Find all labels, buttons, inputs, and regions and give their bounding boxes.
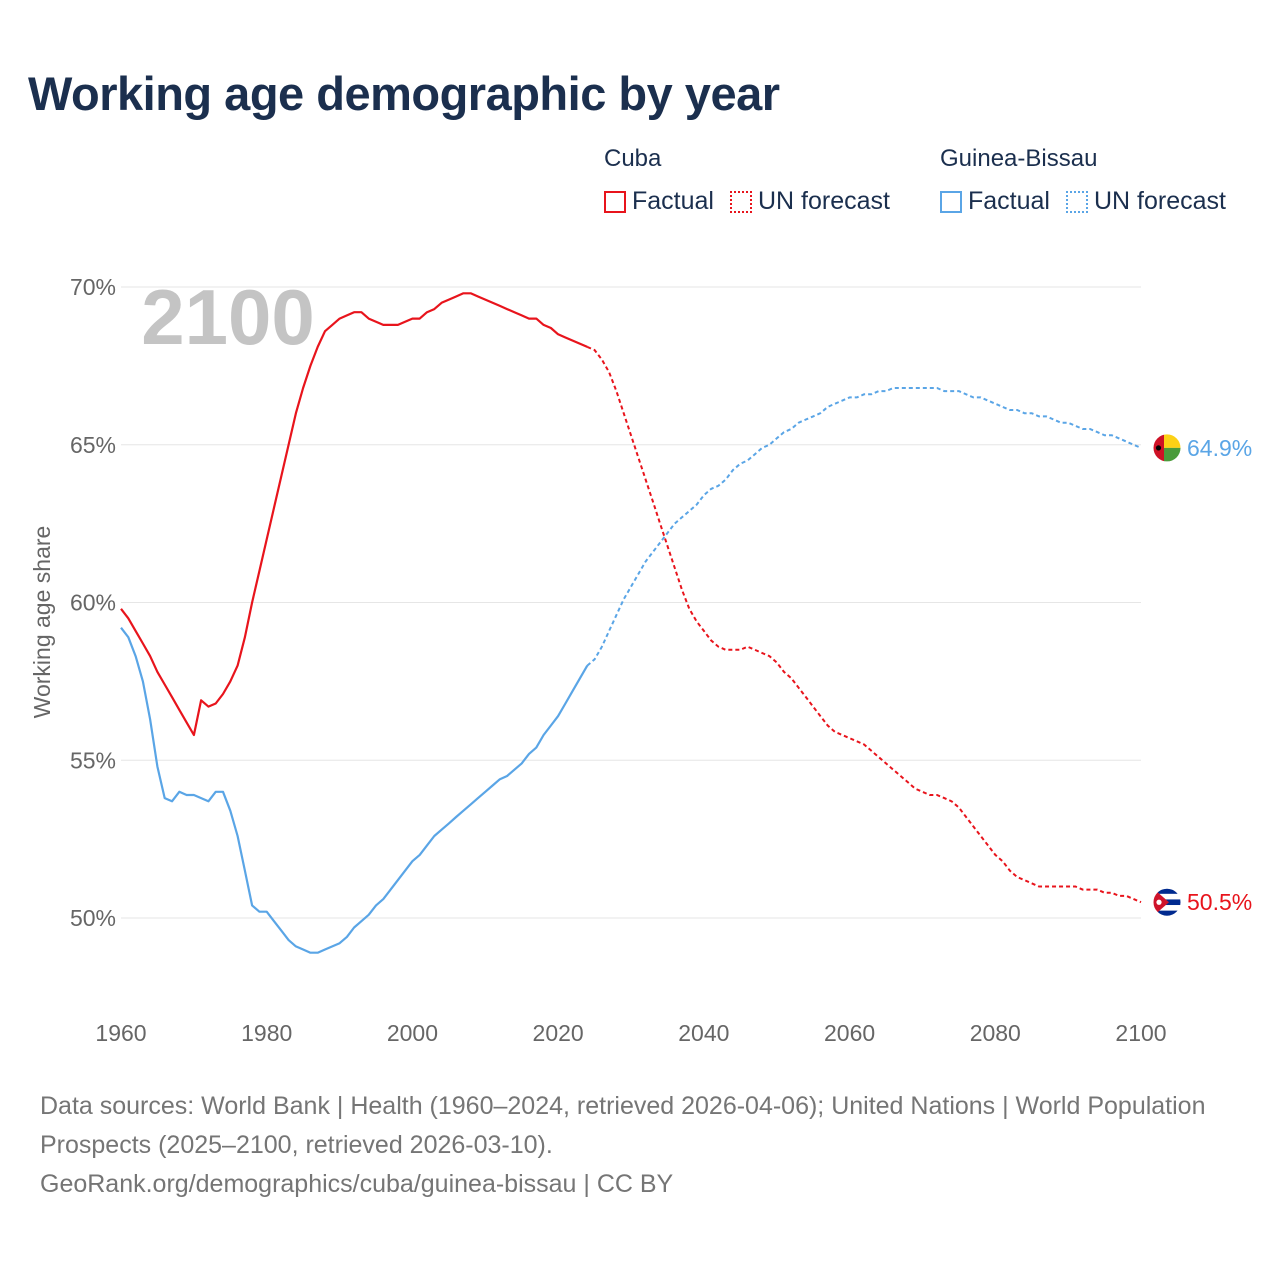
x-tick-label: 2100	[1115, 1020, 1166, 1046]
end-value-label: 64.9%	[1187, 435, 1252, 461]
y-tick-label: 70%	[70, 274, 116, 300]
x-tick-label: 2040	[678, 1020, 729, 1046]
legend-label-factual: Factual	[632, 187, 714, 215]
series-line-guinea-bissau-forecast	[586, 387, 1142, 667]
series-line-cuba-forecast	[586, 345, 1142, 904]
legend-swatch-dotted	[1065, 190, 1088, 213]
legend-item-cuba-factual[interactable]: Factual	[604, 187, 714, 216]
legend-label-factual: Factual	[968, 187, 1050, 215]
data-sources-note: Data sources: World Bank | Health (1960–…	[40, 1092, 1206, 1159]
series-line-guinea-bissau-factual	[120, 627, 589, 954]
legend-group-guinea-bissau: Guinea-Bissau Factual UN forecast	[940, 145, 1226, 216]
chart-title: Working age demographic by year	[28, 67, 780, 120]
legend-country-guinea-bissau: Guinea-Bissau	[940, 145, 1098, 172]
legend-item-guinea-bissau-forecast[interactable]: UN forecast	[1065, 187, 1226, 216]
legend-country-cuba: Cuba	[604, 145, 662, 172]
flag-stripe	[1153, 905, 1181, 912]
legend-swatch-solid	[604, 190, 626, 213]
flag-guinea-bissau-icon	[1152, 433, 1182, 463]
end-value-label: 50.5%	[1187, 889, 1252, 915]
legend-item-cuba-forecast[interactable]: UN forecast	[729, 187, 890, 216]
credit-line: GeoRank.org/demographics/cuba/guinea-bis…	[40, 1170, 674, 1198]
legend-label-forecast: UN forecast	[757, 187, 890, 215]
legend-label-forecast: UN forecast	[1093, 187, 1226, 215]
x-tick-label: 2060	[824, 1020, 875, 1046]
y-tick-label: 50%	[70, 905, 116, 931]
series-line-cuba-factual	[120, 292, 588, 737]
footer: Data sources: World Bank | Health (1960–…	[40, 1087, 1220, 1204]
x-tick-label: 2080	[970, 1020, 1021, 1046]
legend-item-guinea-bissau-factual[interactable]: Factual	[940, 187, 1050, 216]
flag-star	[1156, 899, 1162, 905]
x-tick-label: 2020	[533, 1020, 584, 1046]
flag-cuba-icon	[1152, 887, 1182, 917]
flag-stripe	[1153, 888, 1181, 895]
flag-stripe	[1153, 893, 1181, 900]
x-tick-label: 2000	[387, 1020, 438, 1046]
flag-green-band	[1164, 447, 1181, 462]
y-tick-label: 60%	[70, 590, 116, 616]
legend-group-cuba: Cuba Factual UN forecast	[604, 145, 906, 216]
y-tick-label: 55%	[70, 747, 116, 773]
legend-swatch-solid	[940, 190, 962, 213]
y-tick-label: 65%	[70, 432, 116, 458]
flag-yellow-band	[1164, 433, 1181, 448]
flag-star	[1155, 445, 1162, 451]
flag-stripe	[1153, 910, 1181, 917]
x-tick-label: 1980	[241, 1020, 292, 1046]
x-tick-label: 1960	[95, 1020, 146, 1046]
year-watermark: 2100	[141, 273, 315, 361]
y-axis-label: Working age share	[29, 526, 55, 719]
legend-swatch-dotted	[729, 190, 752, 213]
